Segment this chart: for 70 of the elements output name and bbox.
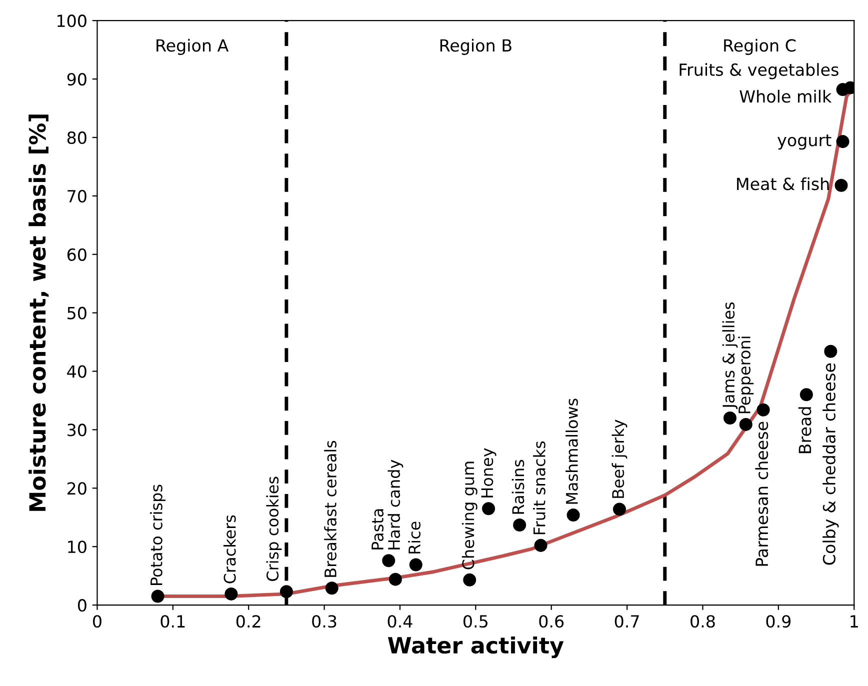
point (800, 388, 813, 402)
annotation: Region A (156, 38, 229, 55)
point (463, 573, 476, 586)
annotation: Crackers (223, 515, 236, 584)
annotation: Hard candy (388, 460, 404, 550)
y-tick-label: 100 (58, 14, 86, 28)
annotation: Bread (798, 407, 812, 454)
point (756, 403, 770, 416)
y-tick-label: 90 (67, 72, 86, 86)
annotation: Honey (481, 448, 496, 498)
x-tick-label: 0.5 (464, 615, 488, 628)
x-tick-label: 0.2 (236, 615, 260, 628)
annotation: Beef jerky (612, 420, 628, 498)
annotation: Colby & cheddar cheese (822, 363, 839, 565)
annotation: Breakfast cereals (324, 440, 336, 577)
point (224, 587, 238, 600)
point (382, 554, 396, 568)
x-tick-label: 0.1 (160, 615, 185, 628)
point (325, 582, 338, 595)
annotation: Pepperoni (738, 336, 754, 414)
x-tick-label: 1 (850, 615, 858, 628)
x-tick-label: 0.8 (690, 615, 715, 628)
y-tick-label: 70 (68, 190, 86, 202)
x-tick-label: 0 (93, 615, 102, 628)
annotation: Pasta (372, 509, 384, 550)
x-axis-title: Water activity (388, 636, 564, 658)
point (836, 135, 850, 148)
annotation: Crisp cookies (266, 476, 282, 581)
annotation: Rice (408, 522, 421, 554)
x-tick-label: 0.9 (766, 615, 791, 628)
annotation: Fruits & vegetables (680, 63, 838, 80)
annotation: yogurt (778, 134, 832, 150)
y-tick-label: 50 (68, 306, 86, 320)
point (388, 572, 402, 586)
y-tick-label: 60 (67, 248, 86, 261)
x-tick-label: 0.7 (614, 615, 639, 628)
point (836, 83, 850, 96)
point (834, 178, 848, 192)
point (280, 585, 293, 598)
point (739, 418, 752, 431)
annotation: Whole milk (740, 90, 832, 103)
x-tick-label: 0.4 (388, 615, 412, 628)
annotation: Fruit snacks (533, 441, 546, 534)
point (612, 502, 626, 516)
point (151, 590, 164, 603)
annotation: Chewing gum (462, 462, 478, 570)
point (824, 344, 838, 358)
annotation: Potato crisps (150, 484, 166, 585)
point (723, 412, 736, 425)
point (513, 518, 526, 532)
x-tick-label: 0.6 (539, 615, 564, 628)
y-tick-label: 40 (67, 365, 86, 378)
annotation: Parmesan cheese (755, 422, 768, 566)
point (566, 508, 580, 522)
y-tick-label: 30 (68, 424, 86, 436)
y-tick-label: 80 (67, 131, 86, 144)
y-axis-title: Moisture content, wet basis [%] (28, 114, 49, 511)
y-tick-label: 20 (68, 482, 86, 495)
point (534, 538, 548, 552)
x-tick-label: 0.3 (312, 615, 336, 628)
y-tick-label: 0 (78, 599, 86, 612)
annotation: Region C (724, 38, 796, 55)
annotation: Mashmallows (566, 398, 578, 504)
annotation: Region B (440, 38, 512, 55)
point (482, 502, 496, 516)
annotation: Raisins (512, 460, 524, 514)
point (409, 558, 422, 572)
y-tick-label: 10 (68, 540, 86, 554)
annotation: Jams & jellies (722, 302, 738, 410)
annotation: Meat & fish (737, 177, 829, 190)
